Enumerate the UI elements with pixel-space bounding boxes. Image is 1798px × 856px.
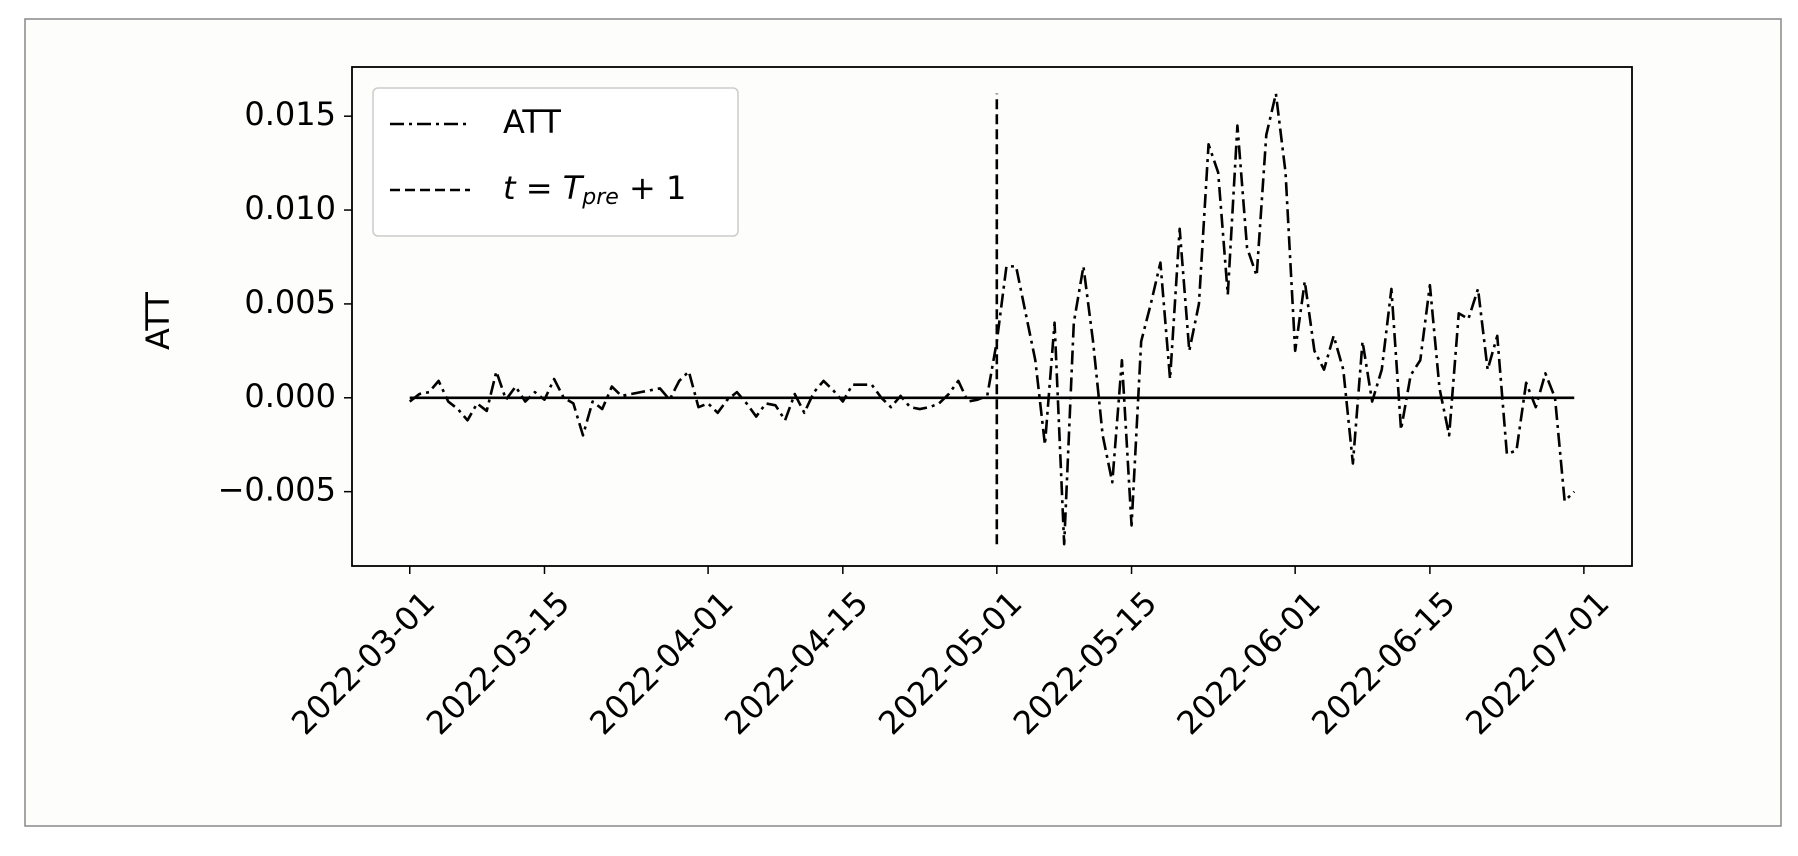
legend-label-part: t	[503, 169, 517, 207]
plot-area	[351, 66, 1633, 567]
y-tick-label: 0.010	[244, 189, 336, 227]
y-tick-label: 0.015	[244, 95, 336, 133]
legend-label: t = Tpre + 1	[503, 169, 686, 210]
y-tick-label: 0.000	[244, 377, 336, 415]
y-tick-label: −0.005	[218, 471, 336, 509]
y-tick-label: 0.005	[244, 283, 336, 321]
att-line	[408, 92, 1576, 546]
legend-label-part: =	[516, 169, 563, 207]
legend-label-part: + 1	[619, 169, 687, 207]
legend-label-part: pre	[581, 185, 619, 210]
y-axis-label: ATT	[139, 292, 177, 350]
legend-label: ATT	[503, 103, 561, 141]
frame	[24, 18, 1782, 827]
legend-label-part: T	[563, 169, 585, 207]
